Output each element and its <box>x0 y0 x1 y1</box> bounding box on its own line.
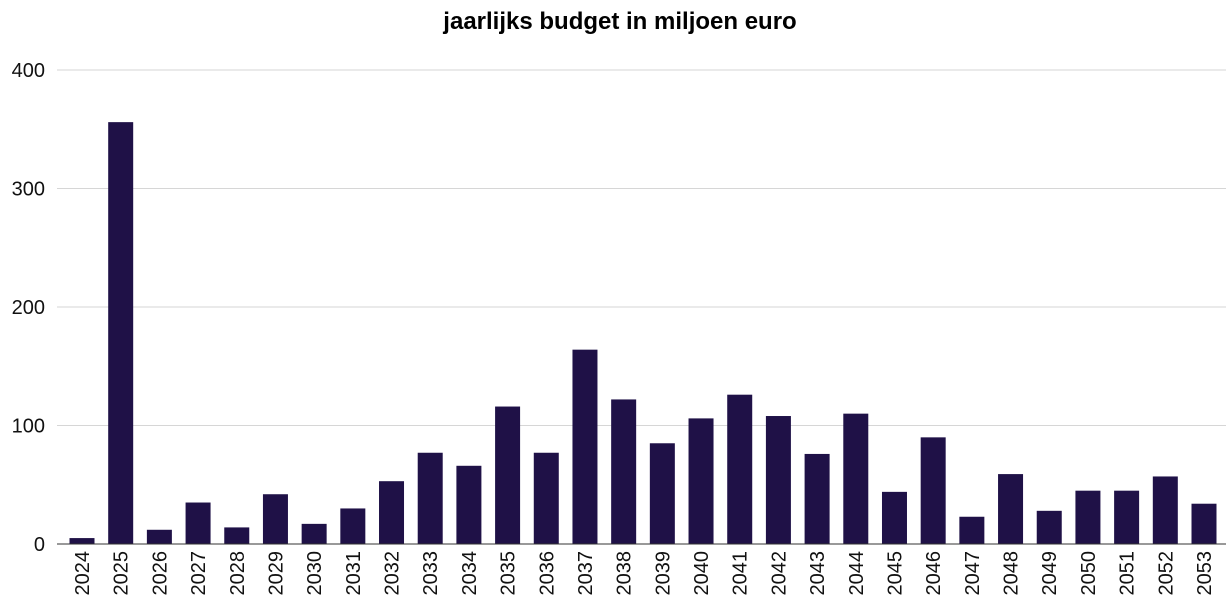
x-tick-label: 2038 <box>614 551 636 596</box>
y-tick-label: 300 <box>12 179 45 201</box>
bar-2044 <box>843 413 869 544</box>
bar-2031 <box>340 508 366 544</box>
bar-2038 <box>611 399 637 544</box>
x-tick-label: 2045 <box>884 551 906 596</box>
x-tick-label: 2029 <box>265 551 287 596</box>
bar-2027 <box>185 502 211 544</box>
bar-2051 <box>1114 490 1140 544</box>
bar-2053 <box>1191 503 1217 544</box>
x-tick-label: 2048 <box>1001 551 1023 596</box>
x-tick-label: 2042 <box>768 551 790 596</box>
x-tick-label: 2052 <box>1155 551 1177 596</box>
y-tick-label: 400 <box>12 60 45 82</box>
bar-2045 <box>881 491 907 544</box>
bar-2025 <box>108 122 134 544</box>
x-tick-label: 2050 <box>1078 551 1100 596</box>
bar-2049 <box>1036 510 1062 544</box>
bar-2040 <box>688 418 714 544</box>
x-tick-label: 2046 <box>923 551 945 596</box>
x-tick-label: 2031 <box>343 551 365 596</box>
x-tick-label: 2025 <box>111 551 133 596</box>
bar-2041 <box>727 394 753 544</box>
bar-2037 <box>572 349 598 544</box>
x-tick-label: 2027 <box>188 551 210 596</box>
x-tick-label: 2033 <box>420 551 442 596</box>
x-tick-label: 2034 <box>459 551 481 596</box>
x-tick-label: 2049 <box>1039 551 1061 596</box>
x-tick-label: 2053 <box>1194 551 1216 596</box>
bar-2034 <box>456 465 482 544</box>
x-tick-label: 2030 <box>304 551 326 596</box>
x-tick-label: 2040 <box>691 551 713 596</box>
x-tick-label: 2043 <box>807 551 829 596</box>
bar-2050 <box>1075 490 1101 544</box>
x-tick-label: 2026 <box>149 551 171 596</box>
bar-2042 <box>765 416 791 544</box>
bar-2043 <box>804 453 830 544</box>
x-tick-label: 2044 <box>846 551 868 596</box>
bars <box>69 122 1217 544</box>
bar-2046 <box>920 437 946 544</box>
y-tick-label: 100 <box>12 416 45 438</box>
bar-2026 <box>146 529 172 544</box>
x-tick-label: 2024 <box>72 551 94 596</box>
y-tick-label: 200 <box>12 297 45 319</box>
bar-2024 <box>69 538 95 544</box>
bar-2047 <box>959 516 985 544</box>
y-axis-ticks: 0 100 200 300 400 <box>12 60 45 556</box>
bar-2032 <box>379 481 405 544</box>
x-tick-label: 2041 <box>730 551 752 596</box>
bar-2030 <box>301 523 327 544</box>
x-tick-label: 2039 <box>652 551 674 596</box>
bar-2033 <box>417 452 443 544</box>
y-tick-label: 0 <box>34 534 45 556</box>
x-tick-label: 2035 <box>498 551 520 596</box>
bar-2035 <box>495 406 521 544</box>
x-tick-label: 2037 <box>575 551 597 596</box>
bar-2029 <box>262 494 288 544</box>
chart-title: jaarlijks budget in miljoen euro <box>443 8 797 35</box>
bar-2039 <box>649 443 675 544</box>
x-axis-ticks: 2024 2025 2026 2027 2028 2029 2030 2031 2032 2033… <box>72 551 1216 596</box>
bar-2036 <box>533 452 559 544</box>
bar-2028 <box>224 527 250 544</box>
gridlines <box>57 69 1226 426</box>
x-tick-label: 2047 <box>962 551 984 596</box>
x-tick-label: 2032 <box>382 551 404 596</box>
x-tick-label: 2028 <box>227 551 249 596</box>
bar-2048 <box>998 474 1024 544</box>
bar-2052 <box>1152 476 1178 544</box>
x-tick-label: 2051 <box>1117 551 1139 596</box>
x-tick-label: 2036 <box>536 551 558 596</box>
